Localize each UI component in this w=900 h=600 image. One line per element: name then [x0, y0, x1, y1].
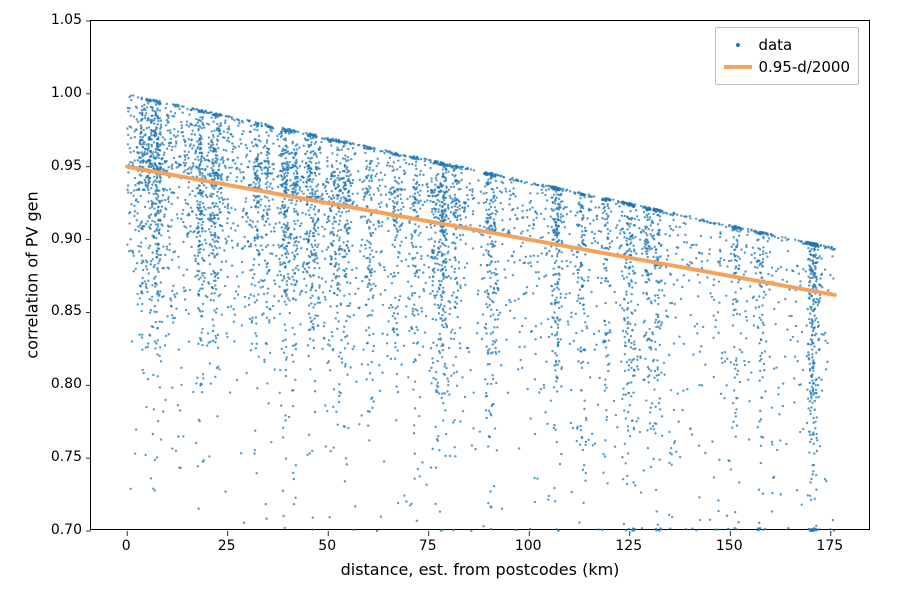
legend-entry-line: 0.95-d/2000 [724, 56, 850, 78]
figure: data 0.95-d/2000 distance, est. from pos… [0, 0, 900, 600]
legend-swatch-scatter [724, 36, 752, 54]
plot-svg [91, 21, 871, 531]
scatter-series [126, 94, 836, 532]
legend-label-line: 0.95-d/2000 [758, 58, 850, 76]
y-tick-label: 0.85 [51, 303, 82, 319]
x-tick-label: 100 [515, 538, 542, 554]
x-axis-label: distance, est. from postcodes (km) [341, 560, 620, 579]
y-tick-label: 0.70 [51, 522, 82, 538]
y-tick-label: 1.05 [51, 12, 82, 28]
x-tick-label: 75 [419, 538, 437, 554]
plot-area: data 0.95-d/2000 [90, 20, 870, 530]
x-tick-label: 150 [716, 538, 743, 554]
legend-swatch-line [724, 58, 752, 76]
legend-marker-line [724, 65, 752, 69]
legend-marker-dot [736, 43, 740, 47]
legend-label-data: data [758, 36, 792, 54]
x-tick-label: 50 [318, 538, 336, 554]
fit-line [127, 167, 835, 295]
x-tick-label: 175 [816, 538, 843, 554]
y-tick-label: 0.75 [51, 449, 82, 465]
y-tick-label: 0.95 [51, 158, 82, 174]
y-tick-label: 1.00 [51, 85, 82, 101]
x-tick-label: 25 [218, 538, 236, 554]
x-tick-label: 125 [615, 538, 642, 554]
y-tick-label: 0.80 [51, 376, 82, 392]
legend: data 0.95-d/2000 [715, 27, 859, 85]
y-tick-label: 0.90 [51, 231, 82, 247]
x-tick-label: 0 [122, 538, 131, 554]
y-axis-label: correlation of PV gen [23, 191, 42, 358]
legend-entry-data: data [724, 34, 850, 56]
